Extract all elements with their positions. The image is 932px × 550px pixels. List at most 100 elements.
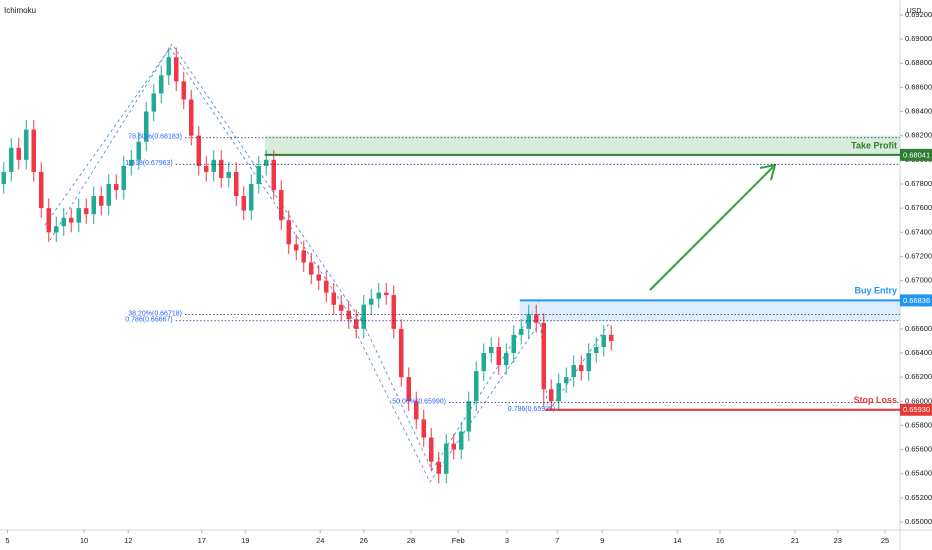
candle-body	[384, 292, 389, 296]
candle-body	[114, 183, 119, 191]
candle-body	[474, 371, 479, 402]
pattern-line	[349, 314, 546, 483]
candle-body	[429, 437, 434, 462]
pattern-line	[44, 47, 361, 331]
y-tick-label: 0.68400	[905, 107, 932, 116]
pattern-line	[357, 299, 541, 471]
candle-body	[421, 419, 426, 438]
candle-body	[346, 310, 351, 320]
candle-body	[151, 93, 156, 112]
candle-body	[294, 244, 299, 251]
fib-label: 1.618(0.67963)	[125, 160, 172, 167]
candle-body	[249, 183, 254, 211]
y-tick-label: 0.65400	[905, 469, 932, 478]
price-tag-label: 0.68041	[903, 150, 930, 159]
fib-label: 78.60%(0.68183)	[128, 134, 182, 141]
x-tick-label: 28	[407, 536, 415, 545]
y-tick-label: 0.68600	[905, 82, 932, 91]
x-tick-label: 3	[505, 536, 509, 545]
candle-body	[564, 377, 569, 384]
candle-body	[534, 314, 539, 323]
candle-body	[309, 262, 314, 275]
candle-body	[504, 353, 509, 366]
level-name: Buy Entry	[854, 286, 897, 296]
candle-body	[451, 443, 456, 450]
x-tick-label: 10	[80, 536, 88, 545]
y-tick-label: 0.67200	[905, 251, 932, 260]
candle-body	[481, 353, 486, 372]
candle-body	[301, 250, 306, 263]
fib-label: 0.786(0.66667)	[125, 317, 172, 324]
y-tick-label: 0.65000	[905, 517, 932, 526]
candle-body	[241, 196, 246, 211]
candle-body	[144, 111, 149, 142]
candle-body	[399, 328, 404, 378]
candle-body	[549, 389, 554, 402]
y-tick-label: 0.67800	[905, 179, 932, 188]
price-tag	[900, 403, 932, 416]
y-tick-label: 0.69000	[905, 34, 932, 43]
candle-body	[594, 346, 599, 354]
candle-body	[61, 217, 66, 227]
candle-body	[1, 171, 6, 184]
candle-body	[466, 401, 471, 432]
y-tick-label: 0.66000	[905, 396, 932, 405]
candle-body	[316, 274, 321, 281]
x-tick-label: 21	[791, 536, 799, 545]
candle-body	[391, 295, 396, 329]
y-tick-label: 0.65800	[905, 420, 932, 429]
x-tick-label: 17	[198, 536, 206, 545]
candle-body	[106, 183, 111, 206]
candle-body	[129, 159, 134, 166]
candle-body	[16, 147, 21, 160]
candle-body	[324, 280, 329, 293]
y-tick-label: 0.66400	[905, 348, 932, 357]
candle-body	[31, 129, 36, 172]
candle-body	[166, 57, 171, 76]
candle-body	[511, 334, 516, 354]
pattern-line	[49, 43, 363, 323]
candle-body	[69, 217, 74, 223]
candle-body	[264, 159, 269, 166]
price-tag	[900, 294, 932, 307]
candle-body	[519, 328, 524, 335]
candle-body	[226, 171, 231, 178]
candle-body	[586, 353, 591, 372]
y-tick-label: 0.67600	[905, 203, 932, 212]
candle-body	[159, 75, 164, 94]
currency-label: USD	[907, 8, 922, 15]
x-tick-label: 26	[360, 536, 368, 545]
candle-body	[39, 171, 44, 209]
candle-body	[9, 147, 14, 172]
y-tick-label: 0.69200	[905, 10, 932, 19]
candle-body	[361, 304, 366, 329]
candle-body	[331, 292, 336, 305]
y-tick-label: 0.67000	[905, 276, 932, 285]
x-tick-label: 7	[555, 536, 559, 545]
candle-body	[279, 190, 284, 221]
x-tick-label: 14	[673, 536, 681, 545]
candle-body	[541, 322, 546, 390]
candle-body	[204, 165, 209, 172]
candle-body	[496, 346, 501, 366]
candle-body	[24, 129, 29, 160]
candle-body	[526, 314, 531, 329]
x-tick-label: 25	[881, 536, 889, 545]
candle-body	[54, 226, 59, 233]
arrow-head	[759, 163, 777, 181]
x-tick-label: 16	[716, 536, 724, 545]
indicator-label: Ichimoku	[4, 6, 36, 15]
candle-body	[84, 208, 89, 215]
candle-body	[556, 383, 561, 402]
candle-body	[76, 208, 81, 223]
candle-body	[414, 401, 419, 420]
y-tick-label: 0.67400	[905, 227, 932, 236]
x-tick-label: 19	[241, 536, 249, 545]
candle-body	[376, 292, 381, 299]
fib-label: 50.00%(0.65990)	[392, 398, 446, 405]
fib-label: 38.20%(0.66718)	[128, 310, 182, 317]
x-tick-label: Feb	[452, 536, 465, 545]
fib-label: 0.786(0.65925)	[508, 406, 555, 413]
candle-body	[354, 319, 359, 329]
candle-body	[459, 431, 464, 450]
